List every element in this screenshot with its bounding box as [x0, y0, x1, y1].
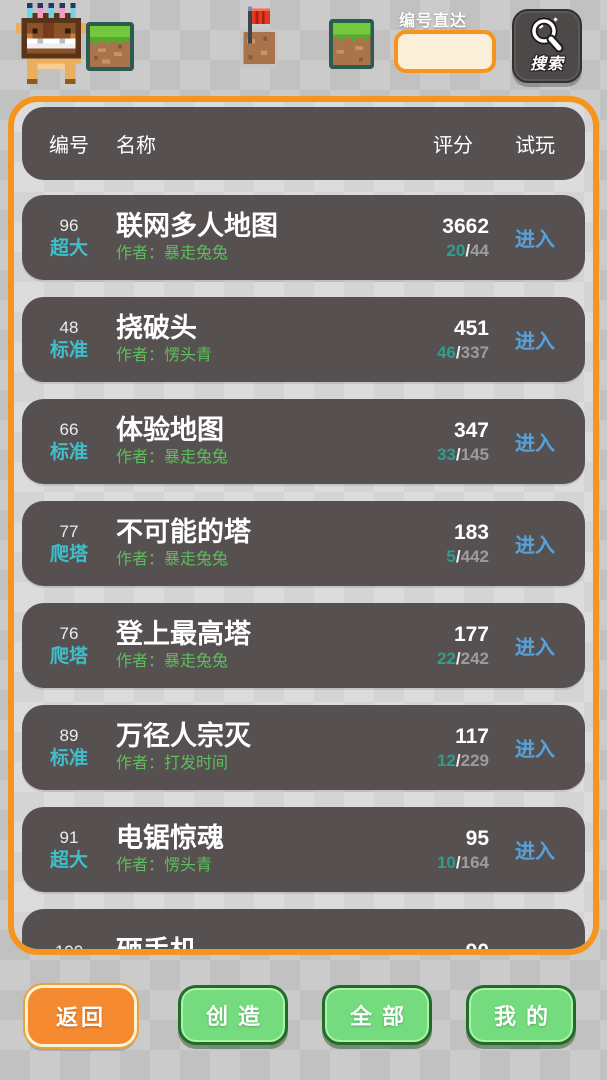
- create-button[interactable]: 创造: [178, 985, 288, 1045]
- map-author: 作者：暴走兔兔: [116, 653, 229, 670]
- all-maps-button[interactable]: 全部: [322, 985, 432, 1045]
- map-id: 89: [59, 725, 79, 745]
- list-header-row: 编号 名称 评分 试玩: [22, 107, 585, 180]
- map-id: 48: [59, 317, 79, 337]
- grass-block-icon: [329, 19, 374, 69]
- map-author: 作者：暴走兔兔: [116, 551, 229, 568]
- map-score: 451: [453, 316, 489, 340]
- enter-map-button[interactable]: 进入: [515, 637, 555, 659]
- map-id: 77: [59, 521, 79, 541]
- map-id-direct-label: 编号直达: [399, 13, 468, 30]
- map-category: 爬塔: [49, 543, 88, 565]
- map-id: 91: [59, 827, 79, 847]
- map-name: 电锯惊魂: [116, 823, 224, 853]
- map-category: 标准: [49, 339, 88, 361]
- header-id: 编号: [49, 135, 89, 157]
- map-name: 体验地图: [116, 415, 224, 445]
- map-score: 90: [465, 939, 489, 955]
- map-name: 挠破头: [116, 313, 197, 343]
- map-row: 91 超大 电锯惊魂 作者：愣头青 95 10/164 进入: [22, 807, 585, 892]
- my-maps-button[interactable]: 我的: [466, 985, 576, 1045]
- grass-block-icon: [86, 22, 134, 71]
- map-name: 万径人宗灭: [116, 721, 251, 751]
- enter-map-button[interactable]: 进入: [515, 229, 555, 251]
- enter-map-button[interactable]: 进入: [515, 535, 555, 557]
- map-score: 183: [453, 520, 489, 544]
- map-name: 砸手机: [116, 936, 197, 955]
- map-score: 347: [453, 418, 489, 442]
- map-row: 96 超大 联网多人地图 作者：暴走兔兔 3662 20/44 进入: [22, 195, 585, 280]
- map-author: 作者：愣头青: [116, 857, 213, 874]
- map-name: 不可能的塔: [116, 517, 251, 547]
- map-row: 76 爬塔 登上最高塔 作者：暴走兔兔 177 22/242 进入: [22, 603, 585, 688]
- header-score: 评分: [433, 135, 473, 157]
- player-avatar-icon: [16, 3, 87, 84]
- enter-map-button[interactable]: 进入: [515, 841, 555, 863]
- top-bar: 编号直达 搜索: [0, 0, 607, 96]
- map-row: 89 标准 万径人宗灭 作者：打发时间 117 12/229 进入: [22, 705, 585, 790]
- map-id-input[interactable]: [394, 30, 496, 73]
- map-category: 标准: [49, 441, 88, 463]
- map-like-ratio: 5/442: [446, 546, 489, 566]
- map-id: 66: [59, 419, 79, 439]
- map-id: 100: [54, 941, 84, 955]
- map-row: 66 标准 体验地图 作者：暴走兔兔 347 33/145 进入: [22, 399, 585, 484]
- search-button-label: 搜索: [529, 56, 564, 73]
- map-row: 48 标准 挠破头 作者：愣头青 451 46/337 进入: [22, 297, 585, 382]
- map-author: 作者：暴走兔兔: [116, 245, 229, 262]
- map-score: 95: [465, 826, 489, 850]
- magnifier-icon: [530, 17, 564, 53]
- map-score: 177: [453, 622, 489, 646]
- enter-map-button[interactable]: 进入: [515, 331, 555, 353]
- map-score: 3662: [442, 214, 489, 238]
- map-score: 117: [455, 724, 489, 748]
- map-list-panel: 编号 名称 评分 试玩 96 超大 联网多人地图 作者：暴走兔兔 3662 20…: [8, 96, 599, 955]
- back-button[interactable]: 返回: [25, 985, 137, 1047]
- map-category: 标准: [49, 747, 88, 769]
- map-like-ratio: 20/44: [446, 240, 489, 260]
- enter-map-button[interactable]: 进入: [515, 433, 555, 455]
- map-row-partial: 100 砸手机 90: [22, 909, 585, 955]
- map-name: 登上最高塔: [116, 619, 251, 649]
- flag-block-icon: [240, 6, 278, 68]
- map-id: 76: [59, 623, 79, 643]
- map-category: 超大: [49, 237, 88, 259]
- map-like-ratio: 10/164: [436, 852, 489, 872]
- map-like-ratio: 12/229: [436, 750, 489, 770]
- search-button[interactable]: 搜索: [512, 9, 582, 83]
- map-name: 联网多人地图: [116, 211, 278, 241]
- map-author: 作者：愣头青: [116, 347, 213, 364]
- map-id: 96: [59, 215, 79, 235]
- map-author: 作者：暴走兔兔: [116, 449, 229, 466]
- map-like-ratio: 22/242: [436, 648, 489, 668]
- header-name: 名称: [116, 135, 156, 157]
- map-category: 超大: [49, 849, 88, 871]
- map-author: 作者：打发时间: [116, 755, 229, 772]
- map-row: 77 爬塔 不可能的塔 作者：暴走兔兔 183 5/442 进入: [22, 501, 585, 586]
- enter-map-button[interactable]: 进入: [515, 739, 555, 761]
- map-like-ratio: 33/145: [436, 444, 489, 464]
- header-play: 试玩: [515, 135, 555, 157]
- map-like-ratio: 46/337: [436, 342, 489, 362]
- map-category: 爬塔: [49, 645, 88, 667]
